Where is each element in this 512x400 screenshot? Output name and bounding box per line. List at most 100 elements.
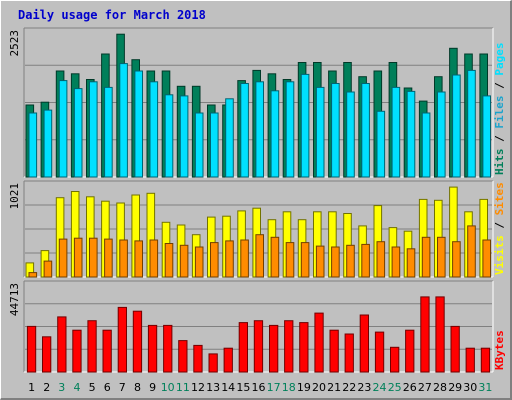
bar-sites-14 xyxy=(225,240,234,278)
legend-files: Files xyxy=(493,96,506,129)
day-label-23: 23 xyxy=(357,381,371,394)
bar-files-7 xyxy=(119,63,128,178)
bar-files-25 xyxy=(391,86,401,178)
day-label-29: 29 xyxy=(448,381,462,394)
day-label-14: 14 xyxy=(221,381,235,394)
day-label-9: 9 xyxy=(149,381,156,394)
bar-files-2 xyxy=(43,109,53,178)
bar-files-9 xyxy=(149,81,159,178)
bar-kbytes-15 xyxy=(238,322,248,373)
bar-sites-27 xyxy=(421,236,431,278)
bar-sites-5 xyxy=(89,237,98,278)
bar-files-13 xyxy=(210,112,219,178)
bar-sites-17 xyxy=(270,236,280,278)
bar-kbytes-29 xyxy=(450,325,460,373)
bar-sites-16 xyxy=(255,234,264,278)
bar-kbytes-3 xyxy=(57,316,67,373)
legend-sites: Sites xyxy=(493,182,506,215)
bar-sites-23 xyxy=(361,243,370,278)
bar-sites-21 xyxy=(331,246,340,278)
legend-hits: Hits xyxy=(493,149,506,176)
day-label-3: 3 xyxy=(58,381,65,394)
bar-kbytes-5 xyxy=(87,320,97,373)
legend-separator: / xyxy=(493,76,506,96)
bar-kbytes-23 xyxy=(359,314,370,373)
legend-pages: Pages xyxy=(493,43,506,76)
day-label-22: 22 xyxy=(342,381,356,394)
bar-kbytes-28 xyxy=(435,296,445,373)
day-label-16: 16 xyxy=(252,381,266,394)
day-label-24: 24 xyxy=(373,381,387,394)
day-label-6: 6 xyxy=(104,381,111,394)
bar-kbytes-24 xyxy=(374,331,385,373)
bar-kbytes-6 xyxy=(102,329,112,373)
legend-kbytes: KBytes xyxy=(493,330,506,370)
legend-separator: / xyxy=(493,215,506,235)
bar-sites-6 xyxy=(104,238,113,278)
bar-files-28 xyxy=(437,91,446,178)
bar-kbytes-30 xyxy=(465,347,475,373)
bar-files-30 xyxy=(467,69,476,178)
bar-files-23 xyxy=(361,83,370,178)
bar-sites-25 xyxy=(391,246,401,278)
bar-kbytes-31 xyxy=(480,347,491,373)
bar-sites-9 xyxy=(149,239,159,278)
bar-sites-4 xyxy=(73,237,83,278)
bar-kbytes-16 xyxy=(253,320,264,373)
bar-sites-19 xyxy=(300,242,310,278)
bar-files-11 xyxy=(179,95,189,178)
day-label-18: 18 xyxy=(282,381,296,394)
day-label-17: 17 xyxy=(267,381,281,394)
bar-kbytes-1 xyxy=(26,325,37,373)
bar-sites-24 xyxy=(376,241,386,278)
bar-sites-12 xyxy=(194,246,204,278)
bar-kbytes-18 xyxy=(284,320,294,373)
day-label-28: 28 xyxy=(433,381,447,394)
bar-files-15 xyxy=(240,83,249,178)
bar-sites-26 xyxy=(406,248,416,278)
day-label-15: 15 xyxy=(236,381,250,394)
day-label-30: 30 xyxy=(463,381,477,394)
bar-files-1 xyxy=(28,112,38,178)
bar-kbytes-22 xyxy=(344,333,354,373)
bar-sites-20 xyxy=(315,245,325,278)
bar-files-10 xyxy=(164,94,174,178)
bar-files-21 xyxy=(331,83,340,178)
day-label-11: 11 xyxy=(176,381,190,394)
day-label-25: 25 xyxy=(388,381,402,394)
bar-kbytes-25 xyxy=(390,346,400,373)
bar-files-24 xyxy=(376,110,386,178)
day-label-2: 2 xyxy=(43,381,50,394)
bar-files-29 xyxy=(452,74,461,178)
legend-hits-files-pages: Hits / Files / Pages xyxy=(493,43,506,176)
legend-kbytes: KBytes xyxy=(493,330,506,370)
bar-sites-2 xyxy=(43,260,53,278)
bar-kbytes-21 xyxy=(329,329,339,373)
bar-kbytes-12 xyxy=(193,344,203,373)
bar-sites-7 xyxy=(119,239,128,278)
bar-kbytes-26 xyxy=(405,329,415,373)
legend-separator: / xyxy=(493,129,506,149)
bar-files-4 xyxy=(73,88,83,178)
bar-kbytes-27 xyxy=(420,296,430,373)
bar-kbytes-10 xyxy=(163,324,173,373)
bar-kbytes-19 xyxy=(299,322,309,373)
bar-files-6 xyxy=(104,86,113,178)
day-label-5: 5 xyxy=(89,381,96,394)
bar-kbytes-7 xyxy=(117,306,127,373)
bar-sites-31 xyxy=(482,239,491,278)
bar-kbytes-4 xyxy=(72,329,82,373)
day-label-27: 27 xyxy=(418,381,432,394)
day-label-12: 12 xyxy=(191,381,205,394)
bar-kbytes-2 xyxy=(42,336,52,373)
bar-kbytes-14 xyxy=(223,347,233,373)
day-label-31: 31 xyxy=(478,381,492,394)
bar-files-14 xyxy=(225,98,234,178)
bar-sites-8 xyxy=(134,240,143,278)
bar-sites-29 xyxy=(452,241,461,278)
bar-files-8 xyxy=(134,70,143,178)
day-label-7: 7 xyxy=(119,381,126,394)
max-label: 2523 xyxy=(8,30,21,57)
bar-sites-22 xyxy=(346,244,355,278)
